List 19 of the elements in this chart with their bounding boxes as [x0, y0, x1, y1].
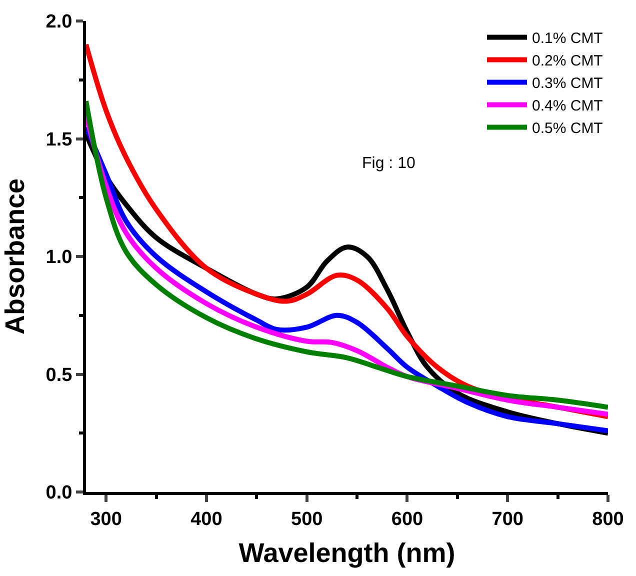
x-tick-label: 300 [90, 508, 122, 530]
legend-label: 0.4% CMT [532, 98, 603, 115]
legend-label: 0.3% CMT [532, 75, 603, 92]
y-tick-label: 1.0 [46, 247, 72, 268]
x-tick-label: 700 [492, 508, 524, 530]
x-tick-label: 500 [291, 508, 323, 530]
x-tick-label: 400 [190, 508, 222, 530]
x-axis-title: Wavelength (nm) [238, 538, 456, 568]
legend-label: 0.2% CMT [532, 52, 603, 70]
y-tick-label: 0.5 [46, 364, 73, 386]
x-tick-label: 600 [391, 508, 424, 530]
y-axis-title: Absorbance [0, 178, 30, 335]
annotation: Fig : 10 [362, 155, 416, 172]
legend-label: 0.5% CMT [532, 120, 603, 138]
y-tick-label: 2.0 [46, 12, 72, 33]
y-tick-label: 1.5 [46, 129, 73, 150]
y-tick-label: 0.0 [46, 482, 72, 504]
x-tick-label: 800 [592, 508, 624, 530]
legend-label: 0.1% CMT [532, 30, 603, 48]
